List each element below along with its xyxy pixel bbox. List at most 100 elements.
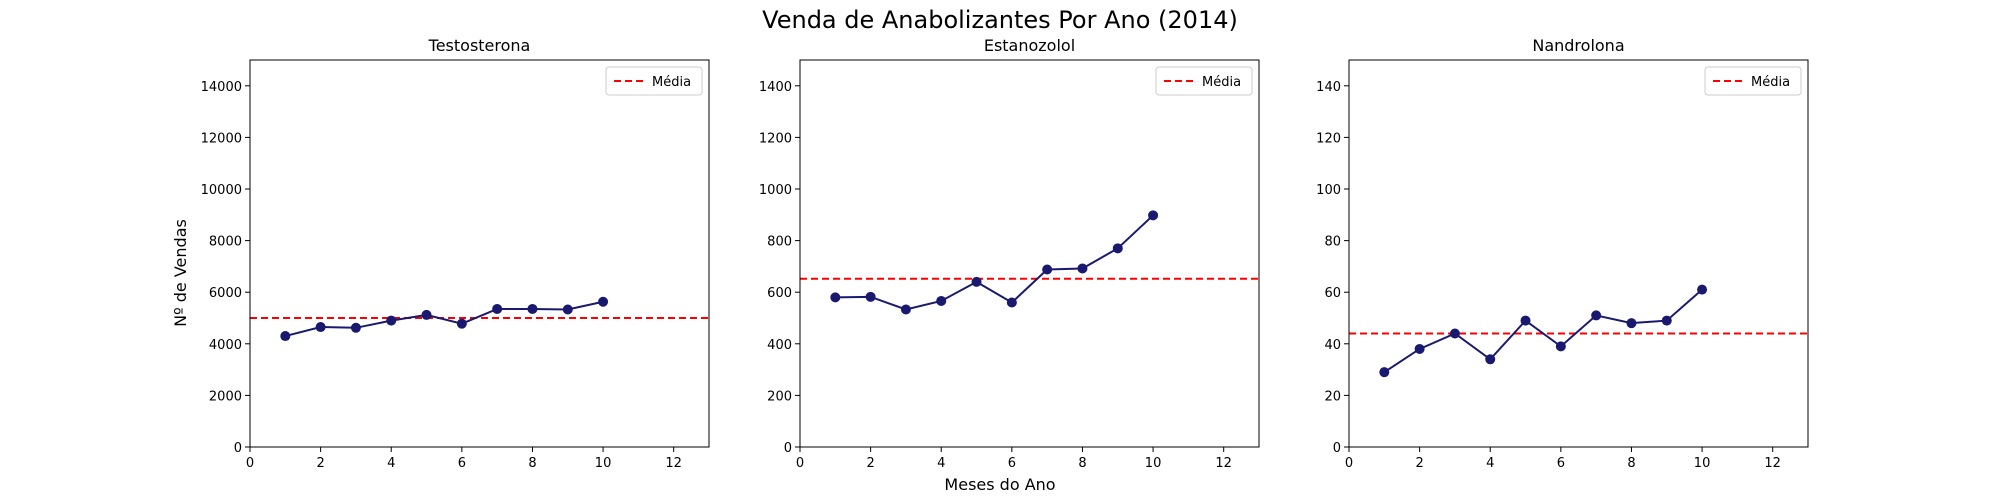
data-point: [456, 318, 467, 329]
x-tick-label: 6: [1008, 456, 1016, 471]
series-line: [285, 300, 604, 338]
data-point: [936, 295, 947, 306]
data-point: [1414, 343, 1425, 354]
x-tick-label: 2: [1415, 456, 1423, 471]
data-point: [1077, 263, 1088, 274]
data-point: [865, 291, 876, 302]
x-tick-label: 8: [528, 456, 536, 471]
x-tick-label: 6: [458, 456, 466, 471]
data-point: [830, 292, 841, 303]
x-tick-label: 4: [387, 456, 395, 471]
y-tick-label: 12000: [201, 131, 242, 146]
legend: Média: [1704, 66, 1802, 96]
data-point: [1148, 210, 1159, 221]
series-line: [835, 214, 1154, 311]
legend-label: Média: [1751, 75, 1790, 90]
x-tick-label: 12: [665, 456, 682, 471]
y-axis-label: Nº de Vendas: [171, 219, 190, 327]
y-tick-label: 14000: [201, 80, 242, 95]
x-tick-label: 6: [1557, 456, 1565, 471]
data-point: [1006, 297, 1017, 308]
x-tick-label: 8: [1627, 456, 1635, 471]
data-point: [1520, 315, 1531, 326]
y-tick-label: 60: [1324, 286, 1341, 301]
y-tick-label: 40: [1324, 338, 1341, 353]
x-axis-label: Meses do Ano: [944, 475, 1055, 494]
data-point: [562, 304, 573, 315]
y-tick-label: 10000: [201, 183, 242, 198]
legend-label: Média: [1202, 75, 1241, 90]
x-tick-label: 2: [316, 456, 324, 471]
data-point: [1626, 318, 1637, 329]
data-point: [1485, 354, 1496, 365]
legend-box: [1704, 66, 1802, 96]
data-point: [280, 331, 291, 342]
subplot-title: Testosterona: [428, 36, 531, 55]
subplot-1: Testosterona 0 2 4 6 8 10 12 0 2000 4000 6000 8000 10…: [201, 36, 710, 471]
x-tick-label: 10: [595, 456, 612, 471]
y-tick-label: 0: [1333, 441, 1341, 456]
data-point: [1042, 264, 1053, 275]
y-tick-label: 80: [1324, 235, 1341, 250]
y-tick-label: 600: [767, 286, 792, 301]
data-point: [900, 304, 911, 315]
data-point: [315, 322, 326, 333]
data-point: [421, 309, 432, 320]
axes-frame: [249, 59, 710, 448]
data-point: [386, 315, 397, 326]
y-tick-label: 2000: [209, 389, 242, 404]
y-tick-label: 8000: [209, 235, 242, 250]
data-point: [971, 276, 982, 287]
y-tick-label: 140: [1316, 80, 1341, 95]
data-point: [1379, 367, 1390, 378]
y-tick-label: 4000: [209, 338, 242, 353]
legend: Média: [605, 66, 703, 96]
y-tick-label: 200: [767, 389, 792, 404]
x-tick-label: 12: [1764, 456, 1781, 471]
legend-box: [1155, 66, 1253, 96]
data-point: [527, 303, 538, 314]
axes-frame: [799, 59, 1260, 448]
data-point: [598, 296, 609, 307]
axes-frame: [1348, 59, 1809, 448]
series-line: [1383, 288, 1703, 374]
y-tick-label: 120: [1316, 131, 1341, 146]
data-point: [1661, 315, 1672, 326]
x-tick-label: 10: [1694, 456, 1711, 471]
data-point: [1591, 310, 1602, 321]
x-tick-label: 0: [246, 456, 254, 471]
y-tick-label: 1200: [759, 131, 792, 146]
legend-label: Média: [652, 75, 691, 90]
data-point: [350, 322, 361, 333]
y-tick-label: 1400: [759, 80, 792, 95]
x-tick-label: 4: [937, 456, 945, 471]
subplot-title: Nandrolona: [1532, 36, 1624, 55]
x-tick-label: 12: [1215, 456, 1232, 471]
y-tick-label: 400: [767, 338, 792, 353]
data-point: [492, 303, 503, 314]
y-tick-label: 20: [1324, 389, 1341, 404]
data-point: [1449, 328, 1460, 339]
subplot-title: Estanozolol: [984, 36, 1075, 55]
data-point: [1112, 243, 1123, 254]
figure-title: Venda de Anabolizantes Por Ano (2014): [762, 6, 1238, 34]
x-tick-label: 10: [1145, 456, 1162, 471]
data-point: [1555, 341, 1566, 352]
x-tick-label: 0: [796, 456, 804, 471]
x-tick-label: 2: [866, 456, 874, 471]
x-tick-label: 0: [1345, 456, 1353, 471]
y-tick-label: 0: [234, 441, 242, 456]
subplot-2: Estanozolol 0 2 4 6 8 10 12 0 200 400 600 800 1000 120…: [759, 36, 1260, 471]
y-tick-label: 6000: [209, 286, 242, 301]
y-tick-label: 100: [1316, 183, 1341, 198]
y-tick-label: 0: [784, 441, 792, 456]
legend: Média: [1155, 66, 1253, 96]
x-tick-label: 8: [1078, 456, 1086, 471]
data-point: [1697, 284, 1708, 295]
legend-box: [605, 66, 703, 96]
y-tick-label: 1000: [759, 183, 792, 198]
x-tick-label: 4: [1486, 456, 1494, 471]
